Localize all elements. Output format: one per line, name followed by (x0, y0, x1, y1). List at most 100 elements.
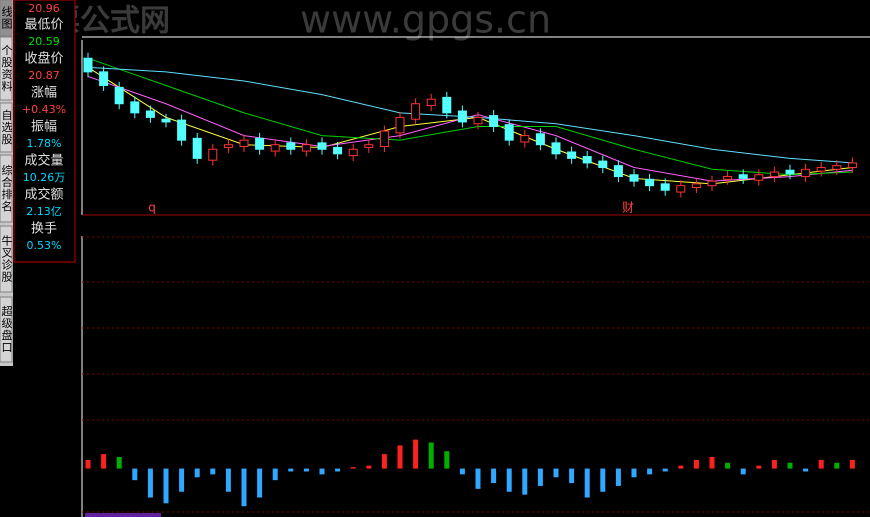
macd-bar (101, 454, 107, 469)
candle-body (676, 185, 686, 193)
candle-body (723, 176, 733, 180)
macd-bar (163, 468, 169, 504)
candle-body (754, 174, 764, 181)
candle-body (473, 116, 483, 125)
macd-bar (459, 468, 465, 475)
macd-bar (381, 454, 387, 469)
candle-body (520, 135, 530, 143)
macd-bar (584, 468, 590, 498)
ma-line (87, 75, 853, 182)
macd-bar (756, 465, 762, 469)
info-label: 涨幅 (31, 86, 57, 101)
candle-body (769, 171, 779, 178)
candle-body (832, 165, 842, 170)
info-value: +0.43% (22, 103, 66, 116)
sidebar-tab[interactable] (0, 0, 13, 37)
sidebar-tab[interactable] (0, 102, 13, 153)
candle-body (738, 174, 748, 179)
candle-body (691, 183, 701, 189)
macd-bar (569, 468, 575, 484)
candle-body (707, 180, 717, 187)
info-label: 成交量 (24, 153, 63, 169)
sidebar-tab[interactable] (0, 36, 13, 101)
macd-bar (397, 445, 403, 469)
sidebar-tab-label[interactable]: 自选股 (0, 109, 13, 145)
macd-bar (600, 468, 606, 492)
watermark-url: www.gpgs.cn (300, 0, 551, 42)
info-value: 20.96 (28, 2, 60, 15)
candle-body (364, 144, 374, 148)
macd-bar (85, 459, 91, 469)
macd-bar (631, 468, 637, 478)
candle-body (177, 119, 187, 141)
candle-body (816, 166, 826, 172)
candle-body (504, 124, 514, 141)
info-label: 成交额 (24, 187, 63, 203)
macd-bar (179, 468, 185, 492)
sidebar-tab[interactable] (0, 225, 13, 293)
macd-bar (787, 462, 793, 469)
macd-bar (241, 468, 247, 507)
macd-bar (475, 468, 481, 489)
sidebar-tab-label[interactable]: 综合排名 (0, 163, 13, 212)
macd-bar (615, 468, 621, 486)
macd-bar (506, 468, 512, 492)
candle-body (457, 110, 467, 123)
macd-bar (771, 459, 777, 469)
candle-body (613, 165, 623, 178)
macd-bar (147, 468, 153, 498)
macd-bar (194, 468, 200, 478)
info-value: 10.26万 (23, 171, 66, 184)
candle-body (161, 118, 171, 123)
info-label: 收盘价 (24, 51, 63, 67)
candle-body (83, 57, 93, 73)
macd-bar (116, 457, 122, 469)
macd-bar (335, 468, 341, 472)
candle-body (395, 116, 405, 134)
macd-bar (319, 468, 325, 475)
candle-body (255, 137, 265, 150)
ma-line (87, 66, 853, 164)
candle-body (847, 162, 857, 168)
panel-guides (82, 236, 870, 513)
candle-body (660, 183, 670, 191)
sidebar-tab[interactable] (0, 154, 13, 223)
sidebar-tab-label[interactable]: 牛叉诊股 (0, 234, 13, 283)
sidebar-tab-label[interactable]: 个股资料 (0, 44, 13, 92)
macd-bar (553, 468, 559, 478)
macd-bar (444, 451, 450, 469)
candle-body (208, 148, 218, 161)
info-panel (13, 0, 76, 263)
macd-bar (818, 459, 824, 469)
annotation: 财 (622, 201, 634, 215)
macd-bar (288, 468, 294, 472)
sidebar-tab[interactable] (0, 296, 13, 363)
macd-bar (428, 442, 434, 469)
macd-bar (210, 468, 216, 475)
info-value: 2.13亿 (26, 205, 62, 218)
candle-body (785, 169, 795, 175)
candle-body (379, 130, 389, 148)
candle-body (223, 144, 233, 148)
candle-body (551, 142, 561, 155)
candle-body (348, 148, 358, 157)
candle-body (317, 142, 327, 150)
macd-bar (225, 468, 231, 492)
candle-body (239, 139, 249, 148)
candle-body (130, 101, 140, 114)
candle-body (629, 174, 639, 182)
candle-body (270, 144, 280, 152)
sidebar-tab-label[interactable]: 超级盘口 (0, 304, 13, 353)
macd-bar (725, 462, 731, 469)
scrollbar[interactable] (85, 513, 161, 517)
candle-body (301, 144, 311, 152)
macd-bar (678, 465, 684, 469)
sidebar-tab-label[interactable]: 线图 (0, 5, 13, 30)
candle-body (192, 137, 202, 159)
candle-body (567, 151, 577, 159)
macd-bar (366, 465, 372, 469)
candle-body (442, 96, 452, 114)
info-label: 最低价 (24, 18, 63, 33)
info-value: 20.87 (28, 69, 60, 82)
